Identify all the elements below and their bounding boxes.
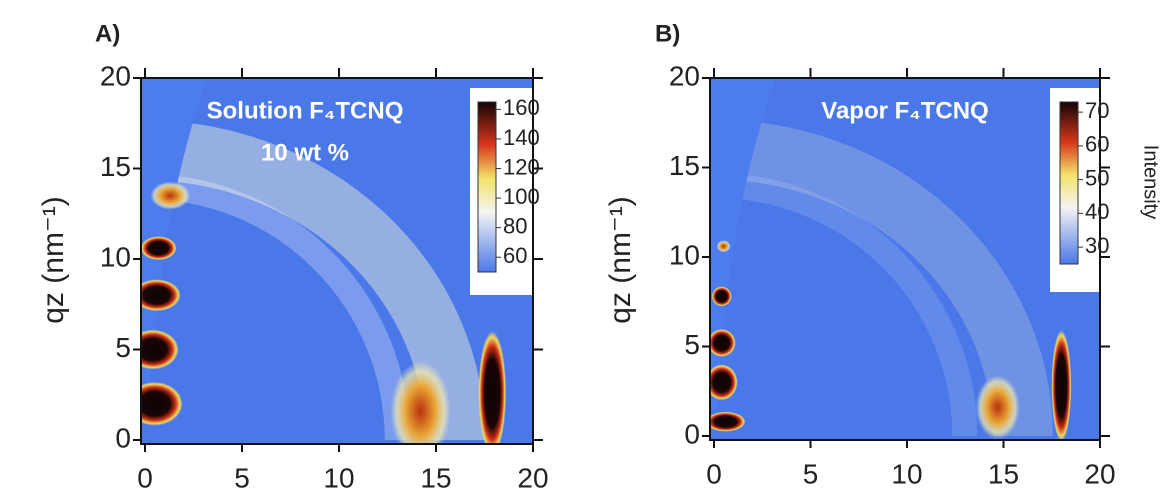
colorbar-tick-label: 30 (1085, 233, 1109, 258)
plot-frame (140, 77, 534, 445)
diffraction-spot (478, 330, 507, 444)
colorbar-tick-label: 120 (503, 154, 540, 179)
y-tick-label: 0 (115, 422, 131, 453)
diffraction-spot (710, 328, 736, 357)
y-tick-label: 10 (100, 241, 131, 272)
detector-image (141, 78, 533, 444)
y-tick-label: 5 (684, 329, 700, 360)
y-tick-label: 20 (100, 60, 131, 91)
diffraction-spot (141, 279, 181, 312)
scattering-ring (713, 119, 1053, 437)
detector-image (710, 78, 1100, 440)
diffraction-spot (975, 375, 1020, 440)
x-tick-label: 0 (137, 462, 153, 493)
y-axis-label: qz (nm⁻¹) (37, 196, 70, 324)
scattering-ring (144, 120, 486, 441)
scattering-ring (713, 172, 978, 437)
scattering-ring (144, 174, 410, 441)
panel-subtitle: 10 wt % (261, 139, 349, 166)
panel-title: Solution F₄TCNQ (207, 97, 404, 124)
x-tick-label: 15 (988, 458, 1019, 489)
diffraction-spot (141, 329, 179, 370)
diffraction-spot (141, 381, 183, 426)
x-tick-label: 10 (891, 458, 922, 489)
colorbar-tick-label: 40 (1085, 199, 1109, 224)
y-axis-label: qz (nm⁻¹) (604, 196, 637, 324)
image-background (710, 78, 1100, 440)
diffraction-spot (716, 240, 731, 253)
x-tick-label: 15 (420, 462, 451, 493)
colorbar-tick-label: 50 (1085, 165, 1109, 190)
colorbar-tick-label: 60 (503, 243, 527, 268)
panel-label: B) (655, 20, 680, 47)
x-tick-label: 5 (803, 458, 819, 489)
x-tick-label: 20 (1084, 458, 1115, 489)
plot-frame (709, 77, 1101, 441)
x-tick-label: 0 (706, 458, 722, 489)
colorbar-tick-label: 80 (503, 213, 527, 238)
colorbar (477, 101, 497, 273)
colorbar-label: Intensity (1140, 145, 1162, 219)
y-tick-label: 20 (669, 60, 700, 91)
y-tick-label: 15 (669, 150, 700, 181)
diffraction-spot (710, 411, 746, 432)
missing-wedge (710, 78, 776, 410)
colorbar-tick-label: 70 (1085, 98, 1109, 123)
diffraction-spot (141, 236, 177, 261)
diffraction-spot (710, 364, 738, 401)
x-tick-label: 10 (323, 462, 354, 493)
x-tick-label: 20 (517, 462, 548, 493)
x-tick-label: 5 (234, 462, 250, 493)
diffraction-spot (711, 286, 732, 307)
missing-wedge (141, 78, 208, 413)
colorbar-tick-label: 60 (1085, 132, 1109, 157)
colorbar-tick-label: 140 (503, 125, 540, 150)
panel-title: Vapor F₄TCNQ (821, 97, 988, 124)
y-tick-label: 10 (669, 239, 700, 270)
y-tick-label: 5 (115, 332, 131, 363)
colorbar-tick-label: 100 (503, 184, 540, 209)
image-background (141, 78, 533, 444)
diffraction-spot (390, 361, 451, 444)
diffraction-spot (150, 181, 191, 210)
y-tick-label: 0 (684, 418, 700, 449)
colorbar (1059, 101, 1079, 265)
panel-label: A) (95, 20, 120, 47)
y-tick-label: 15 (100, 151, 131, 182)
diffraction-spot (1051, 329, 1072, 440)
colorbar-tick-label: 160 (503, 95, 540, 120)
